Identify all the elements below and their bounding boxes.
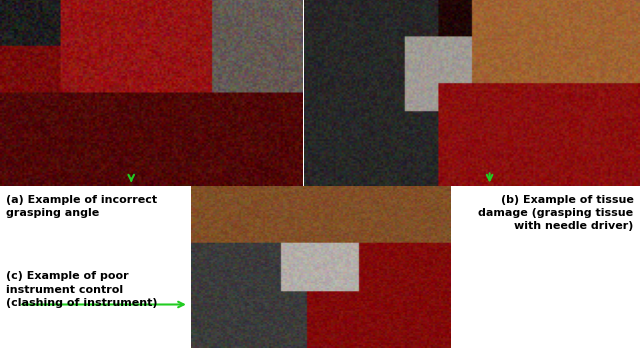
Text: (c) Example of poor
instrument control
(clashing of instrument): (c) Example of poor instrument control (…	[6, 271, 158, 308]
Text: (a) Example of incorrect
grasping angle: (a) Example of incorrect grasping angle	[6, 195, 157, 218]
Text: (b) Example of tissue
damage (grasping tissue
with needle driver): (b) Example of tissue damage (grasping t…	[479, 195, 634, 231]
